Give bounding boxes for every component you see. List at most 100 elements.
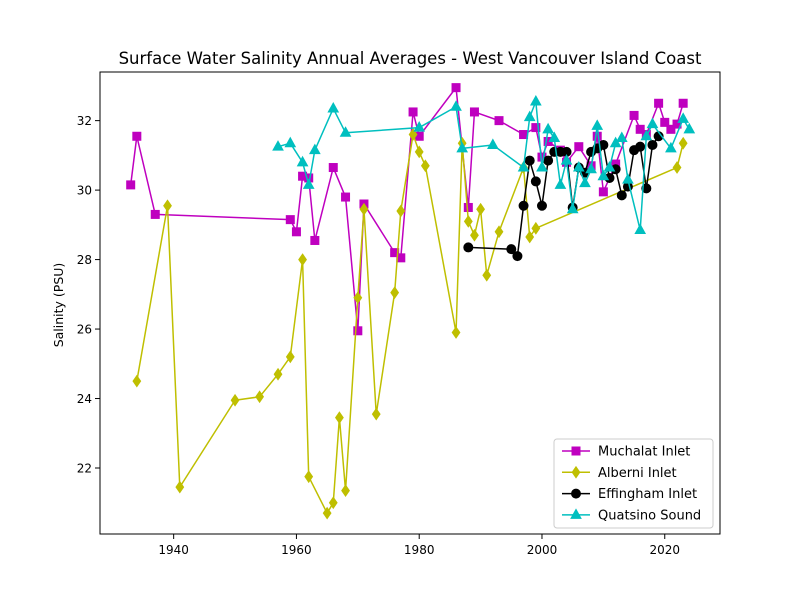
data-point (476, 202, 486, 216)
data-point (334, 411, 344, 425)
data-point (640, 129, 653, 141)
data-point (597, 169, 610, 181)
data-point (327, 101, 340, 113)
legend-marker (571, 446, 581, 456)
data-point (310, 235, 320, 245)
x-tick-label: 2020 (649, 543, 680, 557)
data-point (634, 223, 647, 235)
data-point (629, 110, 639, 120)
y-axis-label: Salinity (PSU) (51, 263, 66, 348)
data-point (408, 128, 418, 141)
data-point (328, 496, 338, 510)
data-point (150, 209, 160, 219)
x-tick-label: 1980 (404, 543, 435, 557)
data-point (273, 367, 283, 381)
data-point (572, 160, 585, 172)
data-point (654, 98, 664, 108)
data-point (598, 187, 608, 197)
data-point (463, 214, 473, 228)
data-point (543, 155, 554, 166)
legend-label: Alberni Inlet (598, 466, 677, 481)
data-point (566, 202, 579, 214)
legend-label: Muchalat Inlet (598, 445, 690, 460)
data-point (291, 227, 301, 237)
data-point (525, 230, 535, 244)
data-point (672, 161, 682, 174)
data-point (531, 123, 541, 133)
legend-label: Quatsino Sound (598, 508, 701, 523)
data-point (523, 110, 536, 122)
data-point (579, 176, 591, 188)
data-point (592, 131, 602, 141)
data-point (660, 117, 670, 127)
data-point (163, 199, 172, 213)
data-point (585, 162, 597, 174)
data-point (230, 393, 240, 407)
data-point (494, 116, 504, 126)
data-point (647, 139, 658, 150)
x-tick-label: 2000 (527, 543, 558, 557)
data-point (666, 124, 676, 134)
data-point (285, 215, 295, 225)
data-point (641, 183, 652, 194)
data-point (451, 326, 461, 339)
data-point (456, 141, 469, 153)
data-point (536, 200, 547, 211)
legend-entry: Effingham Inlet (562, 487, 697, 502)
data-point (359, 202, 369, 216)
series-layer (126, 83, 696, 520)
data-point (353, 326, 363, 336)
data-point (255, 390, 265, 404)
data-point (635, 141, 646, 152)
data-point (296, 155, 309, 167)
data-point (574, 142, 584, 152)
data-point (548, 131, 561, 142)
data-point (341, 484, 350, 497)
data-point (646, 117, 659, 129)
data-point (463, 202, 473, 212)
data-point (678, 98, 688, 108)
data-point (519, 130, 529, 140)
data-point (328, 163, 338, 173)
data-point (482, 268, 492, 282)
data-point (451, 83, 461, 93)
legend-marker (571, 488, 581, 499)
data-point (529, 94, 542, 106)
legend: Muchalat Inlet Alberni Inlet Effingham Inl… (553, 438, 714, 529)
data-point (298, 253, 307, 266)
series-3 (272, 94, 696, 235)
data-point (524, 155, 535, 166)
data-point (390, 248, 400, 258)
legend-entry: Quatsino Sound (562, 508, 701, 523)
data-point (536, 160, 548, 172)
data-point (665, 141, 677, 153)
legend-entry: Muchalat Inlet (562, 445, 690, 460)
data-point (414, 145, 424, 159)
data-point (309, 143, 321, 155)
y-tick-label: 28 (77, 253, 92, 267)
data-point (683, 122, 696, 134)
data-point (678, 136, 688, 150)
data-point (339, 126, 352, 137)
data-point (272, 140, 284, 151)
data-point (591, 119, 604, 130)
data-point (609, 136, 622, 148)
data-point (677, 112, 690, 123)
data-point (494, 225, 504, 239)
data-point (517, 160, 530, 172)
legend-marker (570, 508, 582, 519)
data-point (175, 480, 185, 494)
data-point (603, 160, 616, 172)
data-point (463, 242, 474, 253)
data-point (126, 180, 136, 190)
data-point (341, 192, 351, 202)
y-tick-label: 26 (77, 323, 92, 337)
data-point (353, 291, 363, 305)
data-point (616, 190, 627, 201)
data-point (469, 107, 479, 117)
legend-entry: Alberni Inlet (562, 466, 677, 481)
data-point (450, 100, 462, 111)
data-point (420, 159, 430, 173)
legend-marker (571, 465, 581, 479)
